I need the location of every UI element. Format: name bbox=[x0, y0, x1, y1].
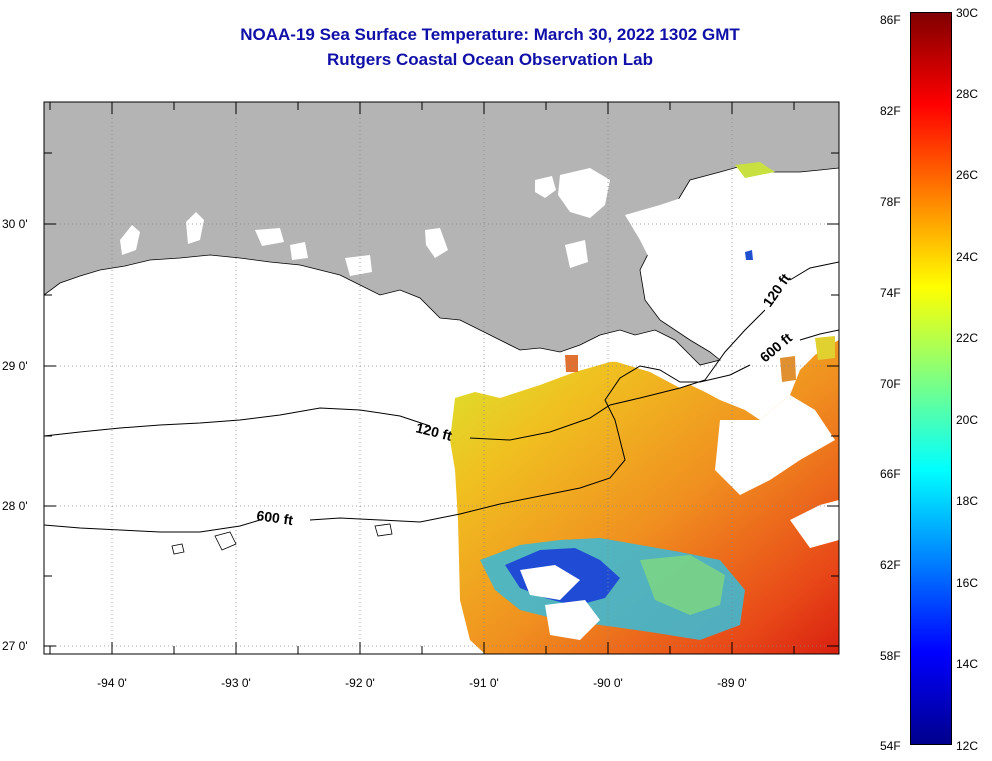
colorbar-f-label: 86F bbox=[880, 13, 901, 27]
lake bbox=[120, 225, 140, 255]
colorbar-f-label: 82F bbox=[880, 104, 901, 118]
isobath-600ft-west-label: 600 ft bbox=[256, 507, 295, 528]
isobath-120ft-line bbox=[44, 261, 839, 441]
colorbar-f-label: 74F bbox=[880, 286, 901, 300]
coastal-sst-fleck bbox=[815, 336, 835, 360]
map-gridlines bbox=[44, 102, 839, 654]
colorbar-c-label: 22C bbox=[956, 331, 979, 345]
colorbar-c-label: 12C bbox=[956, 739, 979, 753]
lon-label: -92 0' bbox=[345, 676, 375, 690]
colorbar-c-label: 26C bbox=[956, 168, 979, 182]
lake bbox=[558, 168, 610, 218]
no-data-gap bbox=[790, 500, 839, 548]
colorbar-c-label: 24C bbox=[956, 250, 979, 264]
lake bbox=[535, 176, 556, 198]
no-data-gap bbox=[610, 340, 705, 388]
colorbar-f-label: 54F bbox=[880, 739, 901, 753]
coastal-sst-fleck bbox=[780, 356, 796, 382]
colorbar-f-label: 58F bbox=[880, 649, 901, 663]
isobath-600ft-line bbox=[44, 329, 839, 533]
lon-label: -94 0' bbox=[97, 676, 127, 690]
lake bbox=[290, 242, 308, 260]
lake bbox=[425, 228, 448, 258]
colorbar-f-label: 62F bbox=[880, 558, 901, 572]
lon-label: -89 0' bbox=[717, 676, 747, 690]
colorbar-f-label: 66F bbox=[880, 467, 901, 481]
lon-label: -93 0' bbox=[221, 676, 251, 690]
no-data-gap bbox=[520, 565, 580, 600]
no-data-gap bbox=[715, 395, 835, 495]
colorbar-c-label: 20C bbox=[956, 413, 979, 427]
colorbar-c-label: 28C bbox=[956, 87, 979, 101]
map-title: NOAA-19 Sea Surface Temperature: March 3… bbox=[240, 25, 740, 44]
colorbar-c-label: 30C bbox=[956, 6, 979, 20]
colorbar-c-label: 14C bbox=[956, 657, 979, 671]
lat-label: 27 0' bbox=[2, 639, 28, 653]
no-data-gap bbox=[545, 600, 600, 640]
lat-label: 29 0' bbox=[2, 359, 28, 373]
map-frame bbox=[43, 101, 840, 655]
coastal-sst-fleck bbox=[565, 355, 578, 372]
colorbar-c-label: 18C bbox=[956, 494, 979, 508]
bank-outline bbox=[374, 523, 393, 537]
lake bbox=[625, 176, 839, 345]
colorbar-f-label: 78F bbox=[880, 195, 901, 209]
bank-outline bbox=[171, 543, 185, 555]
lake bbox=[565, 240, 588, 268]
lake bbox=[255, 228, 284, 246]
cool-water-patch bbox=[640, 555, 725, 615]
lat-label: 28 0' bbox=[2, 499, 28, 513]
colorbar-f-label: 70F bbox=[880, 377, 901, 391]
lat-label: 30 0' bbox=[2, 217, 28, 231]
map-subtitle: Rutgers Coastal Ocean Observation Lab bbox=[327, 50, 653, 69]
colorbar-c-label: 16C bbox=[956, 576, 979, 590]
lon-label: -91 0' bbox=[469, 676, 499, 690]
lake bbox=[345, 255, 372, 276]
coastal-sst-fleck bbox=[745, 250, 753, 260]
bank-outline bbox=[214, 531, 237, 551]
lon-label: -90 0' bbox=[593, 676, 623, 690]
coastal-sst-fleck bbox=[735, 162, 775, 178]
lake bbox=[186, 212, 204, 244]
frame-ticks bbox=[44, 102, 839, 654]
temperature-colorbar bbox=[910, 12, 952, 745]
